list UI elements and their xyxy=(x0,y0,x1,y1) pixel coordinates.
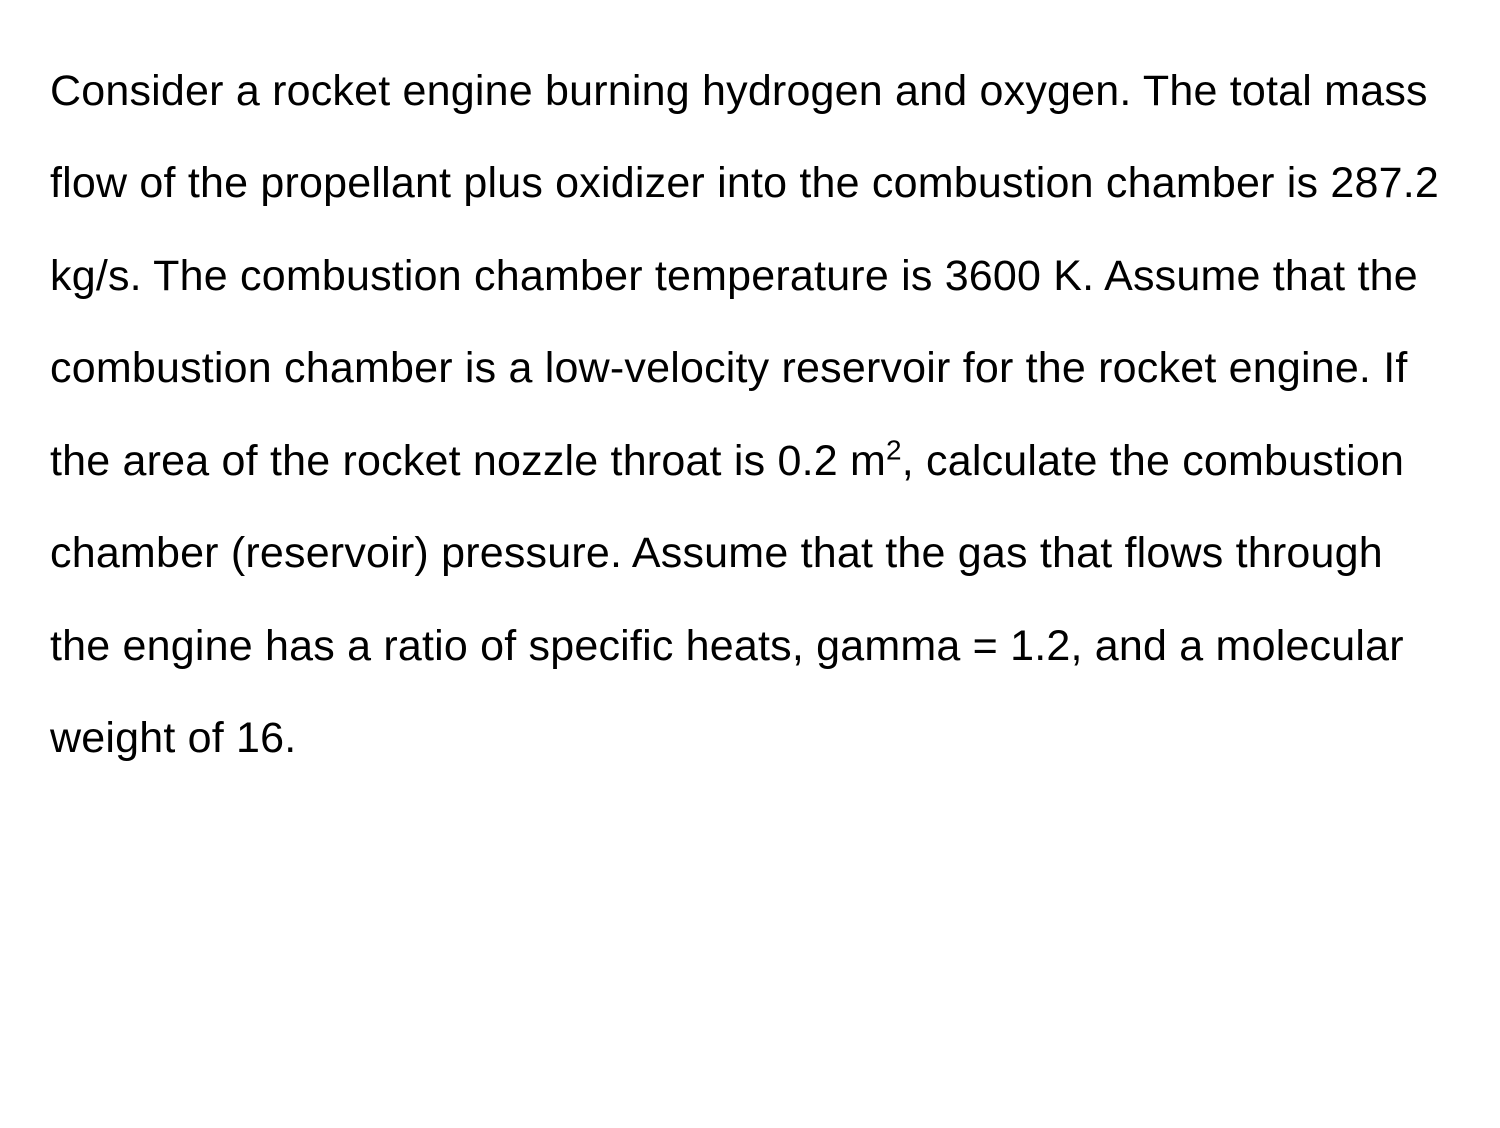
problem-statement: Consider a rocket engine burning hydroge… xyxy=(50,45,1450,785)
